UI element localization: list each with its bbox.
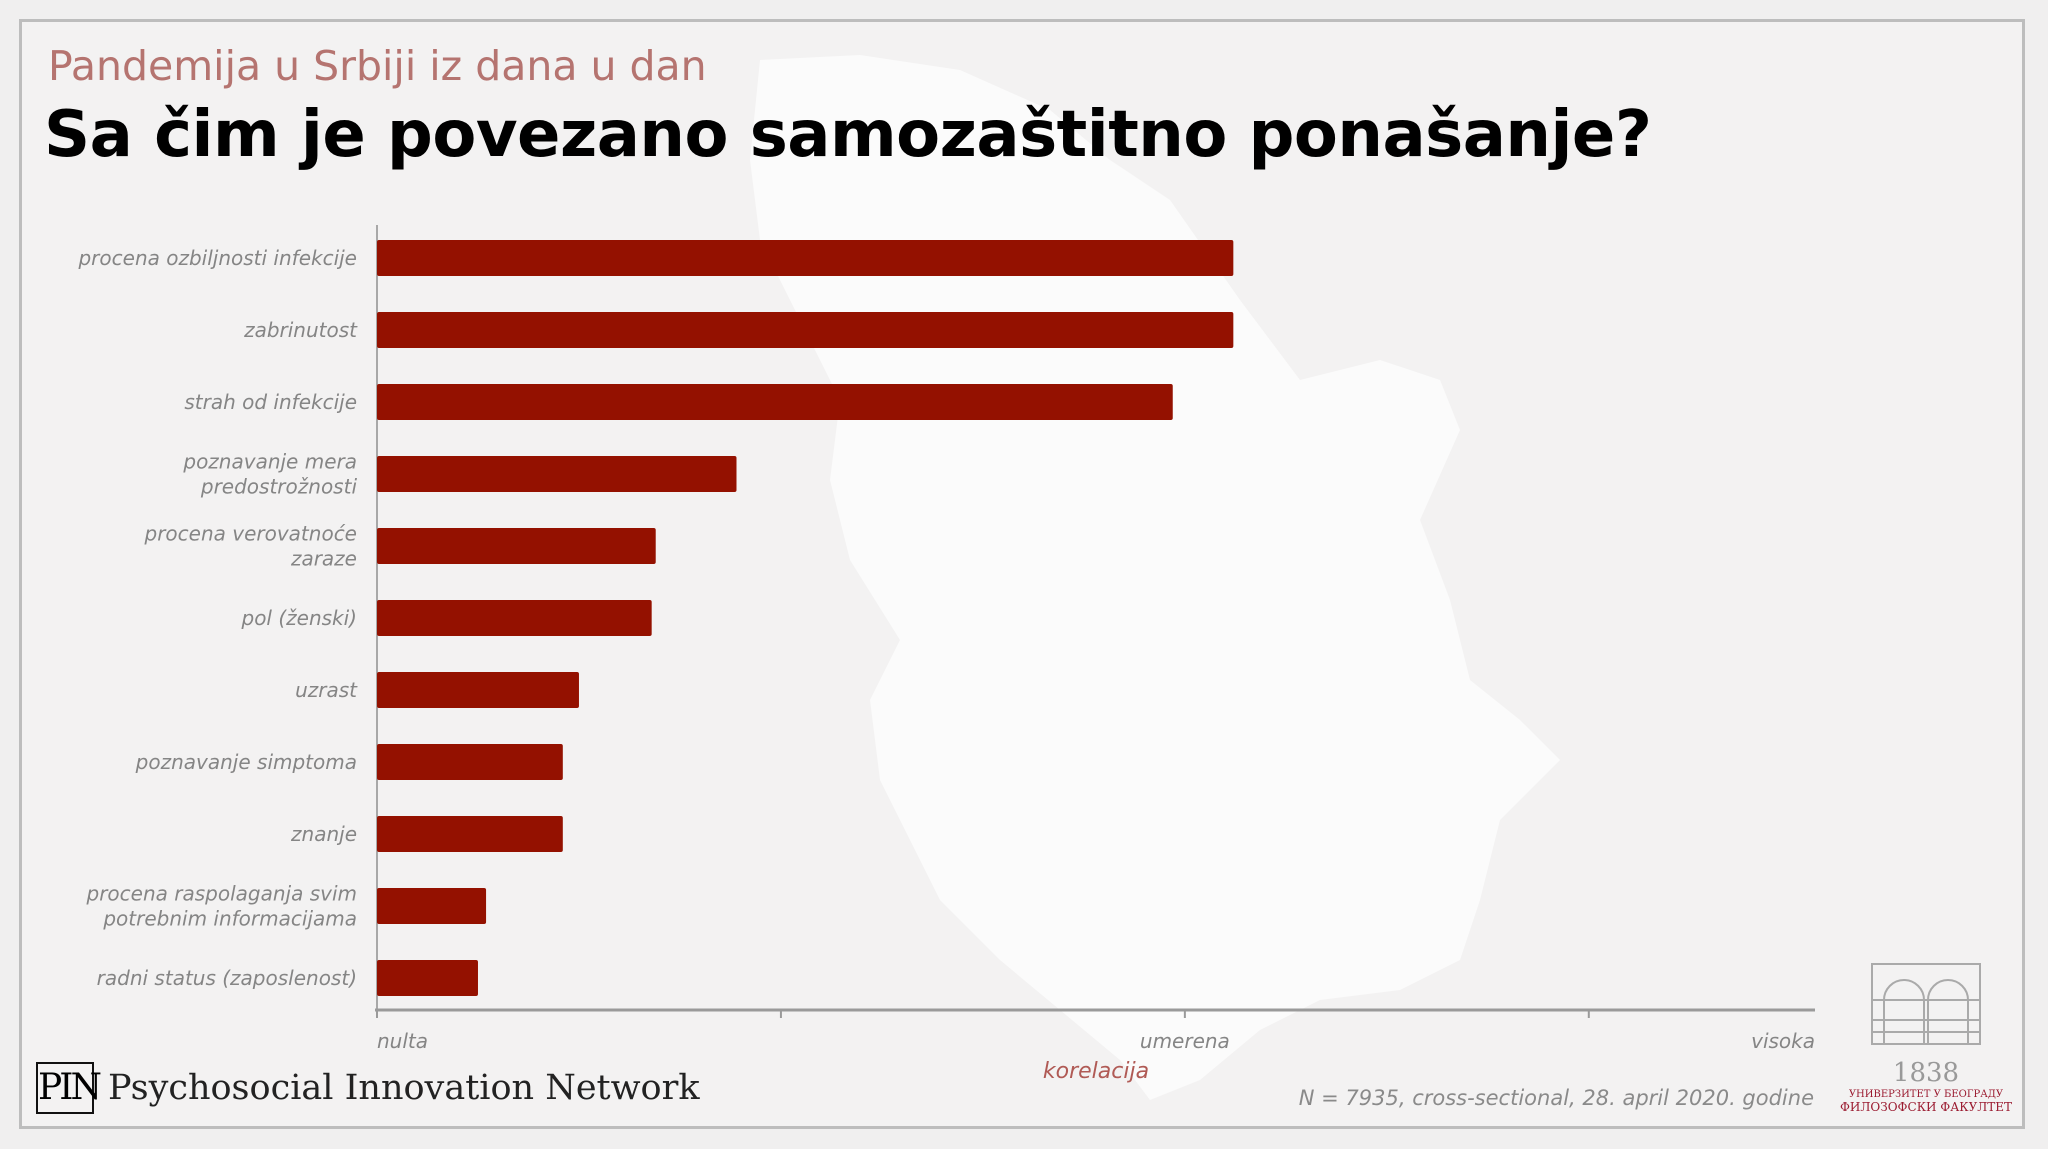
x-tick-label: nulta: [377, 1029, 428, 1053]
org-name: Psychosocial Innovation Network: [108, 1068, 700, 1108]
pin-logo: PIN: [36, 1062, 102, 1114]
page-title: Sa čim je povezano samozaštitno ponašanj…: [44, 98, 1652, 172]
category-label: procena raspolaganja svim: [86, 882, 357, 906]
bar: [377, 960, 478, 996]
category-label: zabrinutost: [243, 318, 358, 342]
university-line2: ФИЛОЗОФСКИ ФАКУЛТЕТ: [1839, 1100, 2013, 1114]
category-label: pol (ženski): [241, 606, 358, 630]
sample-note: N = 7935, cross-sectional, 28. april 202…: [1298, 1086, 1814, 1110]
bar: [377, 744, 563, 780]
category-label: predostrožnosti: [200, 475, 358, 499]
bar: [377, 816, 563, 852]
category-label: uzrast: [295, 678, 358, 702]
x-tick-label: visoka: [1751, 1029, 1815, 1053]
bar: [377, 600, 652, 636]
bar: [377, 240, 1234, 276]
category-label: potrebnim informacijama: [102, 907, 357, 931]
subtitle: Pandemija u Srbiji iz dana u dan: [48, 42, 707, 90]
category-label: zaraze: [290, 547, 357, 571]
pin-branding: PIN Psychosocial Innovation Network: [36, 1062, 700, 1114]
bar: [377, 888, 487, 924]
category-label: poznavanje mera: [182, 450, 357, 474]
bar: [377, 672, 579, 708]
bar: [377, 312, 1234, 348]
category-label: strah od infekcije: [184, 390, 357, 414]
arches-icon: [1871, 963, 1981, 1045]
university-logo: 1838 УНИВЕРЗИТЕТ У БЕОГРАДУ ФИЛОЗОФСКИ Ф…: [1836, 960, 2016, 1114]
bar: [377, 384, 1173, 420]
university-line1: УНИВЕРЗИТЕТ У БЕОГРАДУ: [1848, 1089, 2004, 1100]
bar: [377, 528, 656, 564]
category-label: znanje: [290, 822, 357, 846]
university-year: 1838: [1892, 1058, 1960, 1088]
x-axis-label: korelacija: [1043, 1059, 1149, 1084]
category-label: radni status (zaposlenost): [97, 966, 357, 990]
bar: [377, 456, 737, 492]
category-label: procena ozbiljnosti infekcije: [77, 246, 357, 270]
x-tick-label: umerena: [1140, 1029, 1230, 1053]
category-label: procena verovatnoće: [144, 522, 358, 546]
category-label: poznavanje simptoma: [135, 750, 357, 774]
